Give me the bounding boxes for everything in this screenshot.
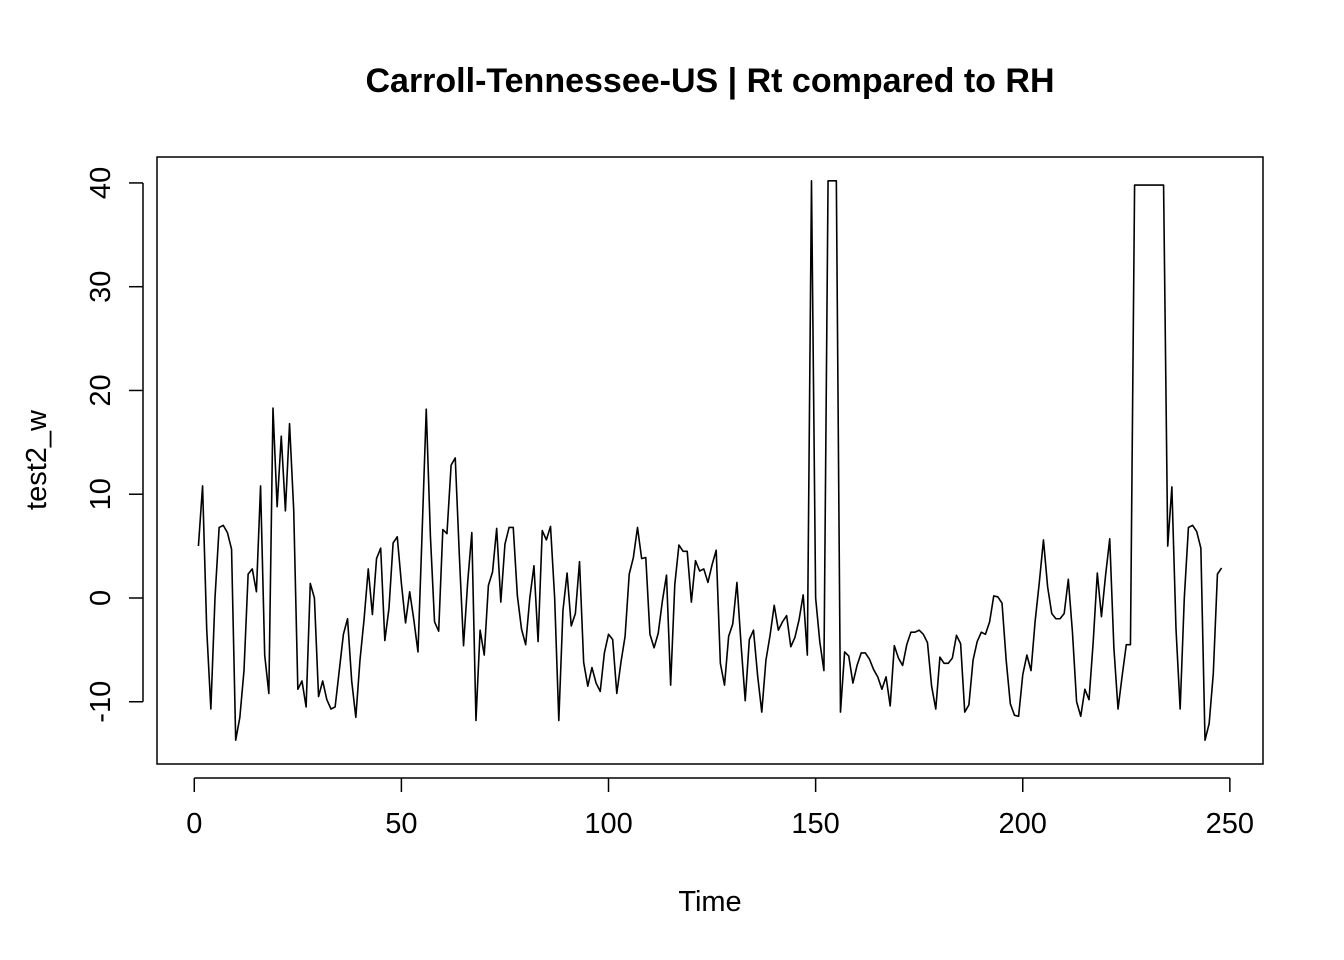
- x-tick-label: 200: [999, 808, 1047, 840]
- y-axis-label: test2_w: [21, 409, 53, 510]
- y-tick-label: 0: [85, 590, 117, 606]
- y-tick-label: 10: [85, 478, 117, 510]
- x-axis-label: Time: [678, 886, 741, 918]
- x-tick-label: 100: [584, 808, 632, 840]
- chart-title: Carroll-Tennessee-US | Rt compared to RH: [365, 62, 1054, 100]
- y-tick-label: -10: [85, 681, 117, 723]
- x-axis: 0 50 100 150 200 250: [186, 777, 1254, 840]
- y-tick-label: 40: [85, 167, 117, 199]
- y-tick-label: 30: [85, 271, 117, 303]
- series-line: [197, 180, 1223, 741]
- x-tick-label: 250: [1206, 808, 1254, 840]
- plot-frame: [156, 156, 1264, 765]
- x-tick-label: 50: [385, 808, 417, 840]
- x-tick-label: 0: [186, 808, 202, 840]
- x-tick-label: 150: [791, 808, 839, 840]
- y-axis: -10 0 10 20 30 40: [85, 167, 144, 723]
- y-tick-label: 20: [85, 374, 117, 406]
